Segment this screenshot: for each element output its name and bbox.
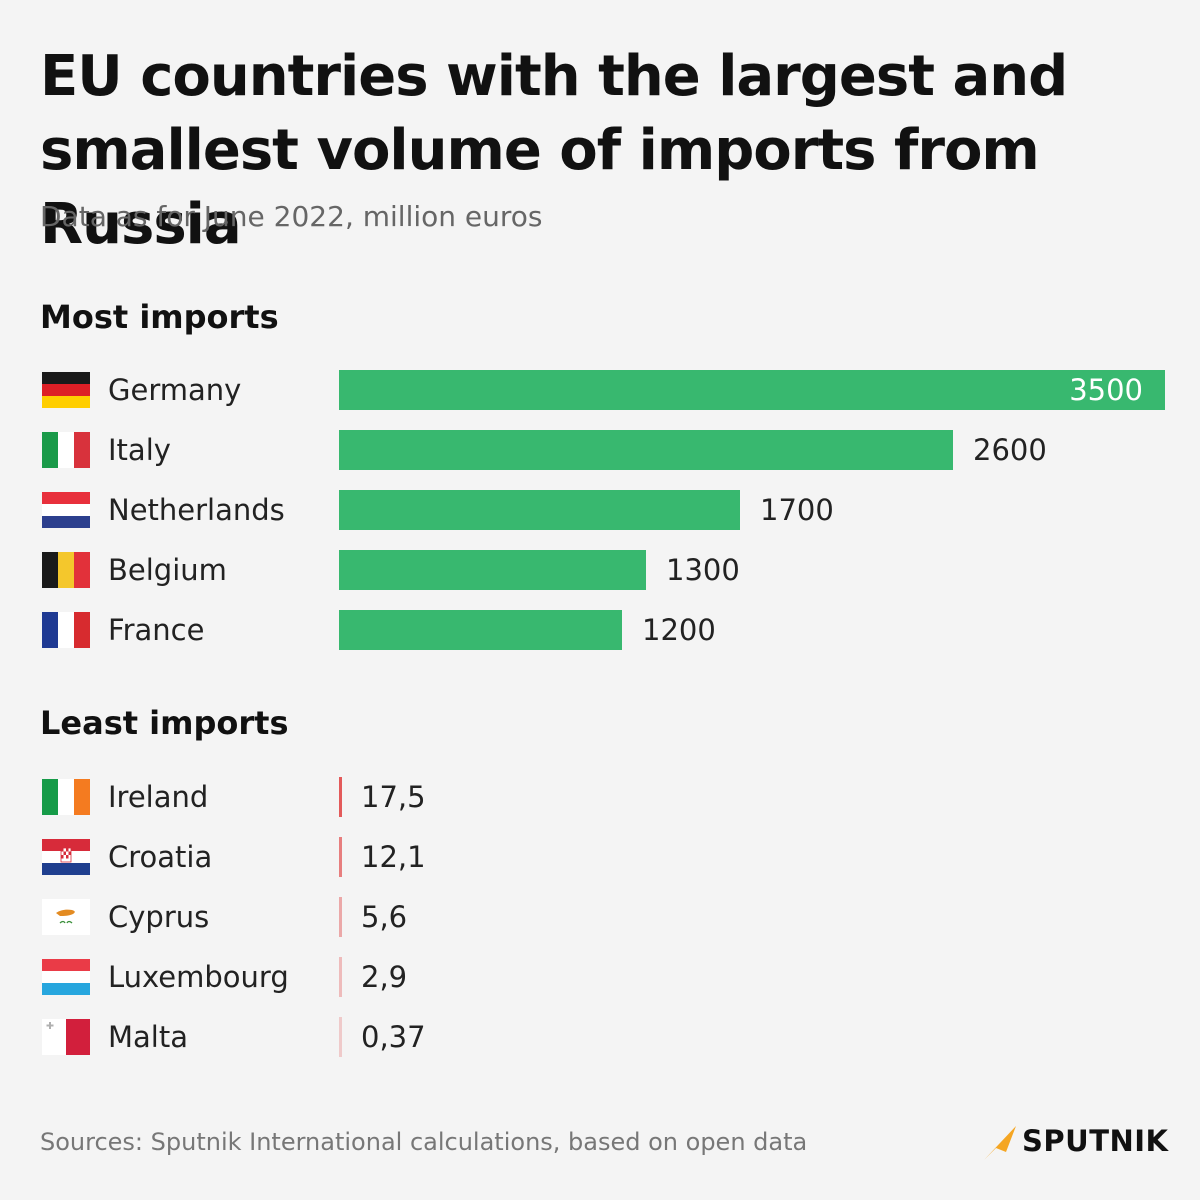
country-label: Germany — [108, 373, 242, 407]
country-label: Cyprus — [108, 900, 210, 934]
tick-mark — [339, 1017, 342, 1057]
most-row-germany: Germany 3500 — [0, 370, 1200, 410]
sputnik-brand[interactable]: SPUTNIK — [982, 1118, 1172, 1168]
most-row-belgium: Belgium 1300 — [0, 550, 1200, 590]
sputnik-logo-icon — [984, 1126, 1016, 1160]
bar-value-label: 1200 — [642, 613, 716, 647]
france-flag-icon — [42, 612, 90, 648]
bar-mark — [339, 370, 1165, 410]
country-label: Ireland — [108, 780, 209, 814]
luxembourg-flag-icon — [42, 959, 90, 995]
bar-value-label: 1700 — [760, 493, 834, 527]
most-row-france: France 1200 — [0, 610, 1200, 650]
croatia-flag-icon — [42, 839, 90, 875]
least-imports-heading: Least imports — [40, 704, 289, 742]
bar-mark — [339, 550, 646, 590]
country-label: France — [108, 613, 205, 647]
bar-value-label: 0,37 — [361, 1020, 426, 1054]
belgium-flag-icon — [42, 552, 90, 588]
country-label: Croatia — [108, 840, 213, 874]
bar-mark — [339, 490, 740, 530]
country-label: Belgium — [108, 553, 227, 587]
bar-value-label: 2600 — [973, 433, 1047, 467]
brand-name: SPUTNIK — [1022, 1124, 1169, 1158]
least-row-ireland: Ireland 17,5 — [0, 777, 1200, 817]
bar-value-label: 12,1 — [361, 840, 426, 874]
bar-mark — [339, 610, 622, 650]
italy-flag-icon — [42, 432, 90, 468]
cyprus-flag-icon — [42, 899, 90, 935]
least-row-malta: Malta 0,37 — [0, 1017, 1200, 1057]
country-label: Netherlands — [108, 493, 285, 527]
netherlands-flag-icon — [42, 492, 90, 528]
tick-mark — [339, 897, 342, 937]
germany-flag-icon — [42, 372, 90, 408]
bar-value-label: 17,5 — [361, 780, 426, 814]
country-label: Luxembourg — [108, 960, 289, 994]
bar-value-label: 2,9 — [361, 960, 408, 994]
bar-value-label: 3500 — [1069, 373, 1143, 407]
bar-value-label: 1300 — [666, 553, 740, 587]
most-row-netherlands: Netherlands 1700 — [0, 490, 1200, 530]
chart-title: EU countries with the largest and smalle… — [40, 44, 1068, 257]
most-row-italy: Italy 2600 — [0, 430, 1200, 470]
country-label: Malta — [108, 1020, 188, 1054]
least-row-cyprus: Cyprus 5,6 — [0, 897, 1200, 937]
bar-value-label: 5,6 — [361, 900, 408, 934]
tick-mark — [339, 837, 342, 877]
least-row-luxembourg: Luxembourg 2,9 — [0, 957, 1200, 997]
country-label: Italy — [108, 433, 171, 467]
most-imports-heading: Most imports — [40, 298, 279, 336]
source-note: Sources: Sputnik International calculati… — [40, 1128, 808, 1156]
malta-flag-icon — [42, 1019, 90, 1055]
chart-subtitle: Data as for June 2022, million euros — [40, 200, 543, 233]
bar-mark — [339, 430, 953, 470]
least-row-croatia: Croatia 12,1 — [0, 837, 1200, 877]
ireland-flag-icon — [42, 779, 90, 815]
tick-mark — [339, 957, 342, 997]
tick-mark — [339, 777, 342, 817]
